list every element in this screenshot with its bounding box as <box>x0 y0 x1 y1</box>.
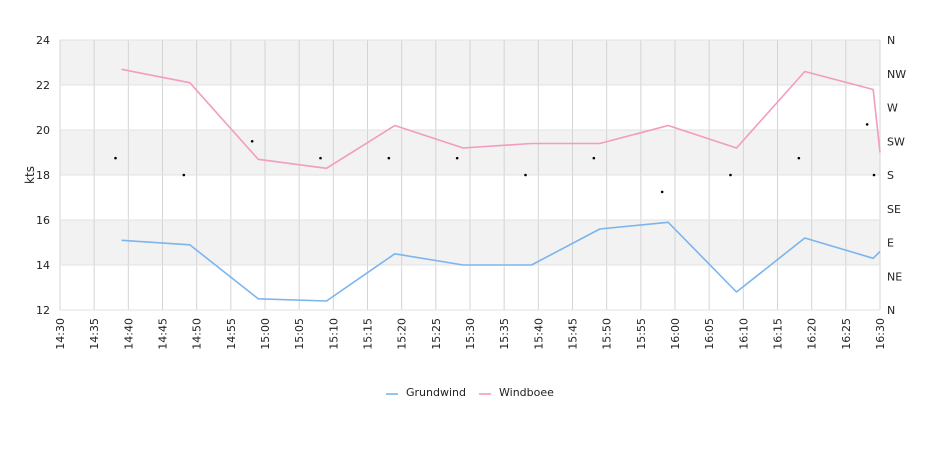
x-tick-label: 16:00 <box>669 318 682 350</box>
x-tick-label: 15:50 <box>601 318 614 350</box>
x-tick-label: 16:05 <box>703 318 716 350</box>
direction-tick-label: S <box>887 169 894 182</box>
y-tick-label: 22 <box>36 79 50 92</box>
legend-label: Grundwind <box>406 386 466 399</box>
x-tick-label: 16:10 <box>737 318 750 350</box>
direction-tick-label: NE <box>887 270 902 283</box>
direction-point <box>660 190 664 194</box>
x-tick-label: 16:15 <box>772 318 785 350</box>
direction-tick-label: NW <box>887 68 906 81</box>
y-tick-label: 24 <box>36 34 50 47</box>
x-tick-label: 15:55 <box>635 318 648 350</box>
x-tick-label: 15:20 <box>396 318 409 350</box>
series-line-windboee <box>121 68 881 170</box>
x-tick-label: 15:15 <box>362 318 375 350</box>
direction-tick-label: E <box>887 237 894 250</box>
legend-item-windboee[interactable]: Windboee <box>479 386 554 399</box>
y-tick-label: 16 <box>36 214 50 227</box>
x-tick-label: 14:45 <box>157 318 170 350</box>
x-tick-label: 16:25 <box>840 318 853 350</box>
direction-point <box>797 156 801 160</box>
direction-point <box>455 156 459 160</box>
y-tick-label: 20 <box>36 124 50 137</box>
legend-item-grundwind[interactable]: Grundwind <box>386 386 466 399</box>
direction-tick-label: N <box>887 304 895 317</box>
x-tick-label: 15:35 <box>498 318 511 350</box>
direction-tick-label: SE <box>887 203 901 216</box>
x-tick-label: 15:25 <box>430 318 443 350</box>
direction-tick-label: SW <box>887 135 905 148</box>
x-tick-label: 14:35 <box>88 318 101 350</box>
direction-point <box>524 173 527 177</box>
direction-tick-label: N <box>887 34 895 47</box>
direction-tick-label: W <box>887 102 898 115</box>
direction-point <box>872 173 876 177</box>
direction-point <box>729 173 732 177</box>
x-tick-label: 14:30 <box>54 318 67 350</box>
direction-point <box>182 173 186 177</box>
x-tick-label: 15:30 <box>464 318 477 350</box>
x-tick-label: 16:30 <box>874 318 887 350</box>
x-axis-ticks: 14:30 14:35 14:40 14:45 14:50 14:55 15:00 15:05… <box>54 318 887 350</box>
legend-label: Windboee <box>499 386 554 399</box>
direction-point <box>250 139 254 143</box>
y-tick-label: 12 <box>36 304 50 317</box>
direction-point <box>319 156 322 160</box>
legend[interactable]: Grundwind Windboee <box>386 386 554 399</box>
direction-point <box>865 123 869 126</box>
x-tick-label: 16:20 <box>806 318 819 350</box>
direction-point <box>387 156 391 160</box>
direction-points <box>114 123 876 194</box>
x-tick-label: 14:55 <box>225 318 238 350</box>
x-tick-label: 15:45 <box>567 318 580 350</box>
series-line-grundwind <box>121 221 881 302</box>
x-tick-label: 14:40 <box>122 318 135 350</box>
direction-point <box>114 156 117 160</box>
x-tick-label: 15:05 <box>293 318 306 350</box>
y-tick-label: 18 <box>36 169 50 182</box>
y-axis-ticks: 12 14 16 18 20 22 24 <box>36 34 50 317</box>
horizontal-grid <box>60 39 880 311</box>
direction-point <box>592 156 596 160</box>
x-tick-label: 15:10 <box>327 318 340 350</box>
y-axis-title: kts <box>23 166 37 184</box>
x-tick-label: 15:00 <box>259 318 272 350</box>
x-tick-label: 14:50 <box>191 318 204 350</box>
series-lines <box>121 68 881 302</box>
y-tick-label: 14 <box>36 259 50 272</box>
x-tick-label: 15:40 <box>532 318 545 350</box>
direction-axis-ticks: N NW W SW S SE E NE N <box>887 34 906 317</box>
